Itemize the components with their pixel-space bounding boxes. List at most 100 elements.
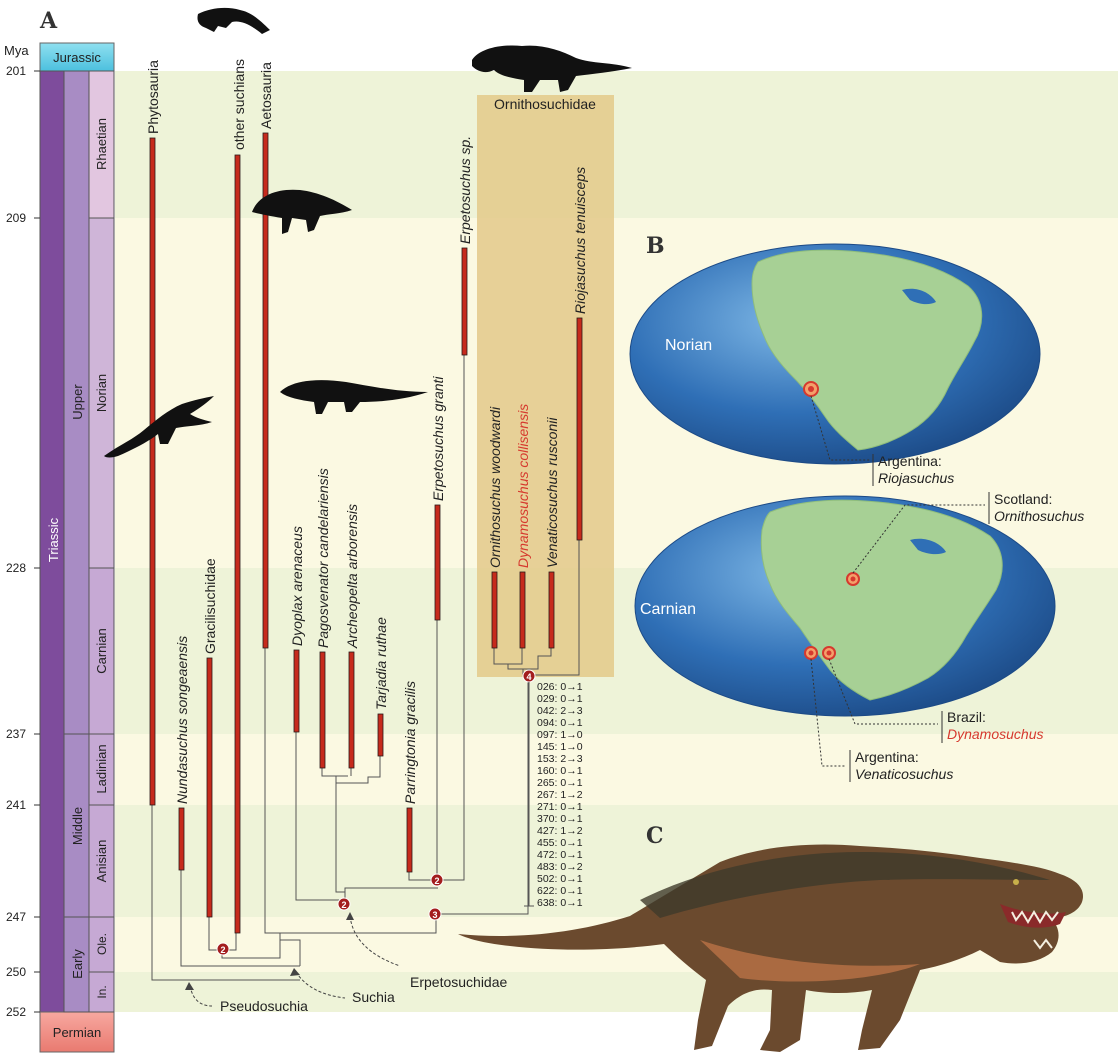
erpetosuchid-silhouette-icon — [280, 380, 428, 414]
tick-250: 250 — [6, 965, 26, 979]
stage-ladinian-label: Ladinian — [94, 744, 109, 793]
stage-olenekian — [88, 916, 115, 973]
epoch-early — [63, 916, 90, 1013]
epoch-upper — [63, 70, 90, 735]
tick-241: 241 — [6, 798, 26, 812]
range-bar-gracilisuchidae — [206, 657, 213, 918]
stage-norian-label: Norian — [94, 374, 109, 412]
taxon-labels: Phytosauria other suchians Aetosauria Nu… — [145, 59, 596, 804]
label-pagosvenator: Pagosvenator candelariensis — [315, 468, 331, 648]
node-label: 2 — [220, 945, 225, 955]
range-bar-erpetosuchus-granti — [434, 504, 441, 621]
label-phytosauria: Phytosauria — [145, 60, 161, 134]
dynamosuchus-reconstruction — [458, 844, 1084, 1052]
period-permian-label: Permian — [53, 1025, 101, 1040]
carnian-locality-country: Brazil: — [947, 709, 986, 725]
period-jurassic — [39, 42, 115, 72]
character-change: 026: 0→1 — [537, 681, 583, 693]
stage-rhaetian-label: Rhaetian — [94, 118, 109, 170]
clade-erpetosuchidae-label: Erpetosuchidae — [410, 974, 508, 990]
stage-anisian — [88, 804, 115, 918]
tick-247: 247 — [6, 910, 26, 924]
range-bar-tarjadia — [377, 713, 384, 757]
stage-anisian-label: Anisian — [94, 840, 109, 883]
panel-a-label: A — [39, 8, 58, 34]
stage-norian — [88, 217, 115, 569]
tick-228: 228 — [6, 561, 26, 575]
period-jurassic-label: Jurassic — [53, 50, 101, 65]
carnian-locality-taxon: Dynamosuchus — [947, 726, 1044, 742]
range-bar-riojasuchus — [576, 317, 583, 541]
label-archeopelta: Archeopelta arborensis — [344, 504, 360, 649]
label-tarjadia: Tarjadia ruthae — [373, 617, 389, 710]
character-change: 638: 0→1 — [537, 897, 583, 909]
epoch-upper-label: Upper — [70, 384, 85, 420]
tick-252: 252 — [6, 1005, 26, 1019]
character-changes: 026: 0→1 029: 0→1 042: 2→3 094: 0→1 097:… — [524, 681, 583, 909]
silhouettes — [104, 7, 632, 458]
range-bar-dyoplax — [293, 649, 300, 733]
node-marker: 3 — [428, 907, 442, 921]
node-label: 4 — [526, 672, 531, 682]
character-change: 622: 0→1 — [537, 885, 583, 897]
node-markers: 2 2 2 3 4 — [216, 669, 536, 956]
character-change: 267: 1→2 — [537, 789, 583, 801]
character-change: 455: 0→1 — [537, 837, 583, 849]
range-bar-archeopelta — [348, 651, 355, 769]
label-ornithosuchus: Ornithosuchus woodwardi — [487, 406, 503, 568]
carnian-locality-taxon: Venaticosuchus — [855, 766, 953, 782]
range-bar-erpetosuchus-sp — [461, 247, 468, 356]
range-bar-ornithosuchus — [491, 571, 498, 649]
stage-induan — [88, 971, 115, 1013]
tree-branches — [151, 355, 580, 981]
epoch-early-label: Early — [70, 949, 85, 979]
node-marker: 2 — [430, 873, 444, 887]
label-riojasuchus: Riojasuchus tenuisceps — [572, 167, 588, 314]
time-scale: Mya Jurassic Triassic Permian Upper Midd… — [4, 42, 115, 1053]
character-change: 145: 1→0 — [537, 741, 583, 753]
time-unit-label: Mya — [4, 43, 29, 58]
character-change: 029: 0→1 — [537, 693, 583, 705]
label-erpetosuchus-sp: Erpetosuchus sp. — [457, 136, 473, 244]
carnian-map: Carnian Scotland: Ornithosuchus Brazil: … — [634, 491, 1084, 782]
norian-map: Norian Argentina: Riojasuchus — [629, 243, 1041, 486]
character-change: 271: 0→1 — [537, 801, 583, 813]
character-change: 427: 1→2 — [537, 825, 583, 837]
label-aetosauria: Aetosauria — [258, 62, 274, 129]
carnian-locality-country: Argentina: — [855, 749, 919, 765]
node-marker: 4 — [522, 669, 536, 683]
node-marker: 2 — [337, 897, 351, 911]
character-change: 160: 0→1 — [537, 765, 583, 777]
clade-annotations: Erpetosuchidae Suchia Pseudosuchia — [185, 912, 508, 1014]
range-bar-venaticosuchus — [548, 571, 555, 649]
label-parringtonia: Parringtonia gracilis — [402, 681, 418, 804]
range-bar-other-suchians — [234, 154, 241, 934]
clade-pseudosuchia-label: Pseudosuchia — [220, 998, 308, 1014]
node-marker: 2 — [216, 942, 230, 956]
node-label: 3 — [432, 910, 437, 920]
carnian-locality-country: Scotland: — [994, 491, 1052, 507]
label-venaticosuchus: Venaticosuchus rusconii — [544, 417, 560, 568]
stage-olenekian-label: Ole. — [95, 933, 109, 955]
period-triassic-label: Triassic — [46, 517, 61, 562]
range-bar-parringtonia — [406, 807, 413, 873]
tick-201: 201 — [6, 64, 26, 78]
range-bar-phytosauria — [149, 137, 156, 806]
range-bar-nundasuchus — [178, 807, 185, 871]
character-change: 472: 0→1 — [537, 849, 583, 861]
character-change: 483: 0→2 — [537, 861, 583, 873]
character-change: 042: 2→3 — [537, 705, 583, 717]
range-bar-aetosauria — [262, 132, 269, 649]
character-change: 265: 0→1 — [537, 777, 583, 789]
tick-237: 237 — [6, 727, 26, 741]
panel-b-label: B — [646, 233, 665, 259]
range-bar-dynamosuchus — [519, 571, 526, 649]
range-bar-pagosvenator — [319, 651, 326, 769]
range-bars — [149, 132, 583, 934]
clade-suchia-label: Suchia — [352, 989, 395, 1005]
label-other-suchians: other suchians — [231, 59, 247, 150]
character-change: 502: 0→1 — [537, 873, 583, 885]
norian-map-title: Norian — [665, 337, 712, 354]
carnian-locality-taxon: Ornithosuchus — [994, 508, 1084, 524]
